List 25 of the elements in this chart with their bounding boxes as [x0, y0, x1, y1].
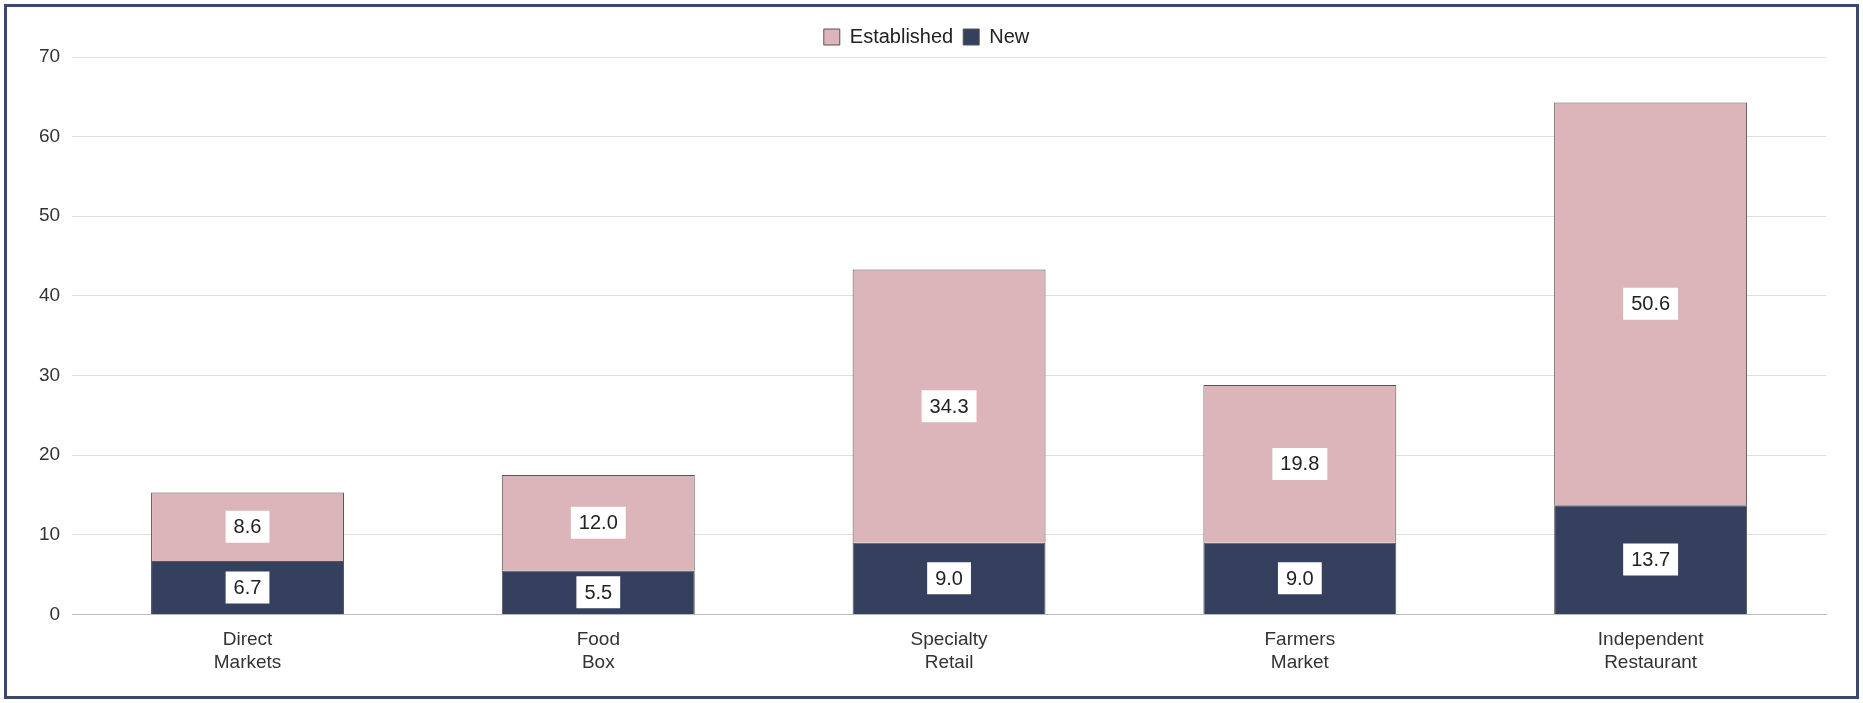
data-label: 19.8	[1280, 452, 1320, 475]
data-label: 8.6	[233, 515, 262, 538]
data-label: 34.3	[929, 394, 969, 417]
data-label: 50.6	[1631, 292, 1671, 315]
data-label: 12.0	[578, 511, 618, 534]
y-tick-label: 50	[38, 204, 61, 226]
legend-label: New	[989, 24, 1030, 47]
legend-label: Established	[849, 24, 954, 47]
data-label: 6.7	[233, 575, 262, 598]
x-tick-label: Specialty Retail	[910, 628, 989, 672]
y-tick-label: 70	[38, 45, 61, 67]
x-tick-label: Direct Markets	[213, 628, 282, 672]
y-tick-label: 10	[38, 523, 61, 545]
y-tick-label: 40	[38, 284, 61, 306]
data-label: 13.7	[1631, 548, 1671, 571]
y-tick-label: 60	[38, 124, 61, 146]
data-label: 5.5	[584, 580, 613, 603]
y-tick-label: 20	[38, 443, 61, 465]
data-label: 9.0	[935, 566, 963, 589]
x-tick-label: Food Box	[576, 628, 620, 672]
data-label: 9.0	[1285, 566, 1314, 589]
x-tick-label: Independent Restaurant	[1597, 628, 1705, 672]
y-tick-label: 30	[38, 363, 61, 385]
y-tick-label: 0	[49, 602, 61, 624]
x-tick-label: Farmers Market	[1264, 628, 1336, 672]
